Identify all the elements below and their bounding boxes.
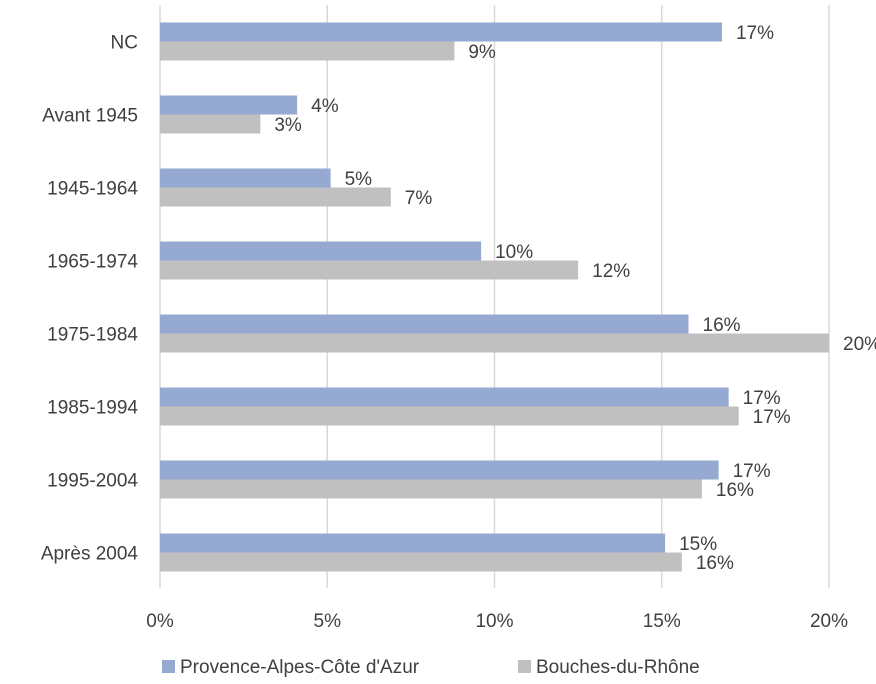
data-label: 17%	[753, 407, 791, 428]
bar-provence	[160, 387, 729, 407]
legend-swatch	[162, 660, 175, 673]
x-tick-label: 5%	[314, 611, 342, 632]
bar-bouches-du-rhone	[160, 552, 682, 572]
category-label: 1965-1974	[47, 252, 138, 273]
data-labels: 17%9%4%3%5%7%10%12%16%20%17%17%17%16%15%…	[274, 23, 876, 574]
bar-provence	[160, 460, 719, 480]
data-label: 16%	[716, 480, 754, 501]
x-tick-label: 20%	[810, 611, 848, 632]
data-label: 15%	[679, 534, 717, 555]
category-label: Avant 1945	[42, 106, 138, 127]
category-label: 1975-1984	[47, 325, 138, 346]
bar-bouches-du-rhone	[160, 187, 391, 207]
category-labels: NC Avant 1945 1945-1964 1965-1974 1975-1984 1…	[41, 33, 139, 565]
data-label: 9%	[468, 42, 496, 63]
bar-bouches-du-rhone	[160, 333, 829, 353]
legend-label: Provence-Alpes-Côte d'Azur	[180, 657, 420, 678]
data-label: 7%	[405, 188, 433, 209]
data-label: 4%	[311, 96, 339, 117]
category-label: Après 2004	[41, 544, 139, 565]
category-label: 1945-1964	[47, 179, 138, 200]
data-label: 10%	[495, 242, 533, 263]
category-label: NC	[111, 33, 138, 54]
data-label: 17%	[736, 23, 774, 44]
x-tick-label: 0%	[146, 611, 174, 632]
data-label: 3%	[274, 115, 302, 136]
data-label: 12%	[592, 261, 630, 282]
legend: Provence-Alpes-Côte d'Azur Bouches-du-Rhô…	[162, 657, 700, 678]
legend-swatch	[518, 660, 531, 673]
bar-provence	[160, 533, 666, 553]
data-label: 16%	[703, 315, 741, 336]
x-tick-label: 10%	[475, 611, 513, 632]
bar-provence	[160, 168, 331, 188]
bar-bouches-du-rhone	[160, 406, 739, 426]
bar-provence	[160, 314, 689, 334]
bar-provence	[160, 241, 482, 261]
bars	[160, 22, 829, 572]
bar-bouches-du-rhone	[160, 114, 261, 134]
legend-label: Bouches-du-Rhône	[536, 657, 700, 678]
category-label: 1985-1994	[47, 398, 138, 419]
data-label: 16%	[696, 553, 734, 574]
bar-bouches-du-rhone	[160, 41, 455, 61]
bar-bouches-du-rhone	[160, 260, 579, 280]
bar-provence	[160, 95, 298, 115]
x-tick-label: 15%	[643, 611, 681, 632]
bar-provence	[160, 22, 722, 42]
x-axis-ticks: 0% 5% 10% 15% 20%	[146, 611, 848, 632]
legend-item: Bouches-du-Rhône	[518, 657, 700, 678]
category-label: 1995-2004	[47, 471, 138, 492]
legend-item: Provence-Alpes-Côte d'Azur	[162, 657, 420, 678]
data-label: 17%	[743, 388, 781, 409]
data-label: 5%	[345, 169, 373, 190]
bar-bouches-du-rhone	[160, 479, 702, 499]
data-label: 20%	[843, 334, 876, 355]
data-label: 17%	[733, 461, 771, 482]
